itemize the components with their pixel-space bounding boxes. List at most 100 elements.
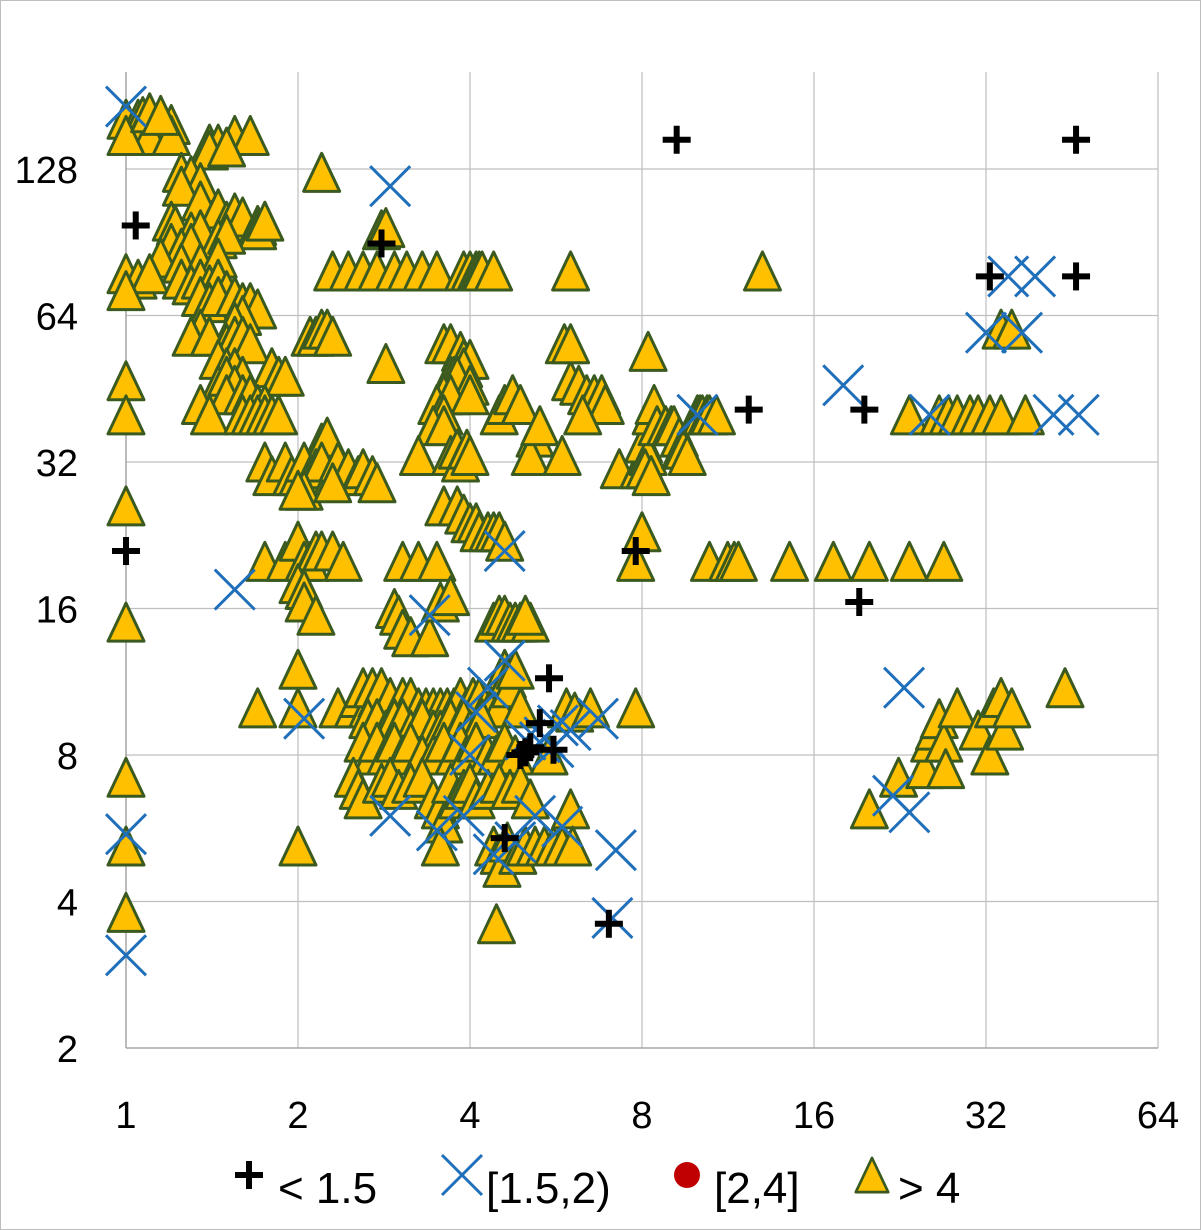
triangle-point <box>398 434 438 476</box>
triangle-point <box>302 151 342 193</box>
cross-b <box>576 697 620 740</box>
cross-point <box>676 393 719 436</box>
y-tick-label: 16 <box>36 590 78 632</box>
cross-point <box>591 896 634 940</box>
cross-b <box>541 805 584 848</box>
triangle-point <box>985 709 1025 751</box>
triangle-point <box>278 469 318 511</box>
y-tick-label: 128 <box>15 150 78 192</box>
cross-b <box>549 709 592 752</box>
triangle-point <box>500 687 540 729</box>
cross-b <box>415 809 458 852</box>
plus-point <box>850 395 879 424</box>
plus-point <box>845 587 874 616</box>
legend-label: > 4 <box>898 1164 960 1213</box>
legend-circle-icon <box>674 1162 700 1188</box>
y-tick-label: 32 <box>36 443 78 485</box>
cross-b <box>369 794 412 837</box>
cross-point <box>594 829 637 872</box>
cross-point <box>1014 255 1057 298</box>
cross-point <box>369 165 412 208</box>
x-tick-label: 2 <box>287 1095 308 1137</box>
cross-point <box>455 691 498 734</box>
plus-point <box>1062 125 1091 154</box>
cross-b <box>494 820 537 864</box>
triangle-point <box>424 405 464 447</box>
triangle-point <box>616 687 656 729</box>
triangle-point <box>238 687 278 729</box>
cross-b <box>536 704 579 747</box>
triangle-point <box>106 891 146 933</box>
cross-b <box>408 594 451 637</box>
triangle-point <box>420 825 460 867</box>
legend-plus-icon <box>235 1161 263 1189</box>
plus-point <box>525 709 554 738</box>
cross-b <box>888 791 931 834</box>
triangle-point <box>230 114 270 156</box>
triangle-point <box>476 903 516 945</box>
triangle-point <box>366 207 406 249</box>
cross-point <box>882 666 926 709</box>
cross-point <box>466 666 510 709</box>
cross-point <box>283 697 326 740</box>
triangle-point <box>1005 394 1045 436</box>
cross-b <box>483 639 526 682</box>
cross-point <box>1000 311 1044 354</box>
triangle-point <box>106 485 146 527</box>
legend-label: < 1.5 <box>278 1164 377 1213</box>
triangle-point <box>542 434 582 476</box>
triangle-point <box>813 540 853 582</box>
x-tick-labels: 1 2 4 8 16 32 64 <box>115 1095 1179 1137</box>
plus-point <box>535 664 564 693</box>
triangle-point <box>450 374 490 416</box>
legend-item: [2,4] <box>674 1162 800 1213</box>
cross-b <box>1000 311 1044 354</box>
cross-point <box>908 393 951 436</box>
triangle-point <box>849 540 889 582</box>
plus-point <box>539 735 568 764</box>
triangle-point <box>450 434 490 476</box>
cross-point <box>448 733 492 777</box>
y-tick-label: 4 <box>57 883 78 925</box>
triangle-point <box>323 540 363 582</box>
triangle-point <box>259 394 299 436</box>
triangle-point <box>474 250 514 292</box>
triangle-point <box>718 540 758 582</box>
triangle-point <box>551 323 591 365</box>
triangle-point <box>366 342 406 384</box>
legend: < 1.5 [1.5,2) [2,4] > 4 <box>235 1153 960 1213</box>
cross-point <box>104 813 148 856</box>
triangle-point <box>510 434 550 476</box>
triangle-point <box>992 687 1032 729</box>
triangle-point <box>357 462 397 504</box>
plus-point <box>490 824 519 853</box>
triangle-point <box>106 825 146 867</box>
cross-b <box>1014 255 1057 298</box>
triangle-point <box>417 250 457 292</box>
cross-b <box>466 666 510 709</box>
triangle-point <box>970 734 1010 776</box>
triangle-point <box>106 360 146 402</box>
cross-point <box>536 704 579 747</box>
legend-item: > 4 <box>854 1156 960 1213</box>
cross-b <box>104 85 148 128</box>
triangle-point <box>207 126 247 168</box>
triangle-point <box>505 594 545 636</box>
cross-point <box>822 364 865 407</box>
triangle-point <box>410 616 450 658</box>
triangle-point <box>631 455 671 497</box>
cross-b <box>591 896 634 940</box>
triangle-point <box>889 540 929 582</box>
triangle-point <box>278 648 318 690</box>
cross-point <box>415 809 458 852</box>
triangle-point <box>278 687 318 729</box>
triangle-point <box>520 405 560 447</box>
cross-b <box>104 813 148 856</box>
plus-point <box>734 395 763 424</box>
triangle-point <box>628 330 668 372</box>
cross-point <box>1032 393 1075 436</box>
cross-b <box>964 311 1008 354</box>
plus-point <box>594 909 623 938</box>
triangle-point <box>141 94 181 136</box>
